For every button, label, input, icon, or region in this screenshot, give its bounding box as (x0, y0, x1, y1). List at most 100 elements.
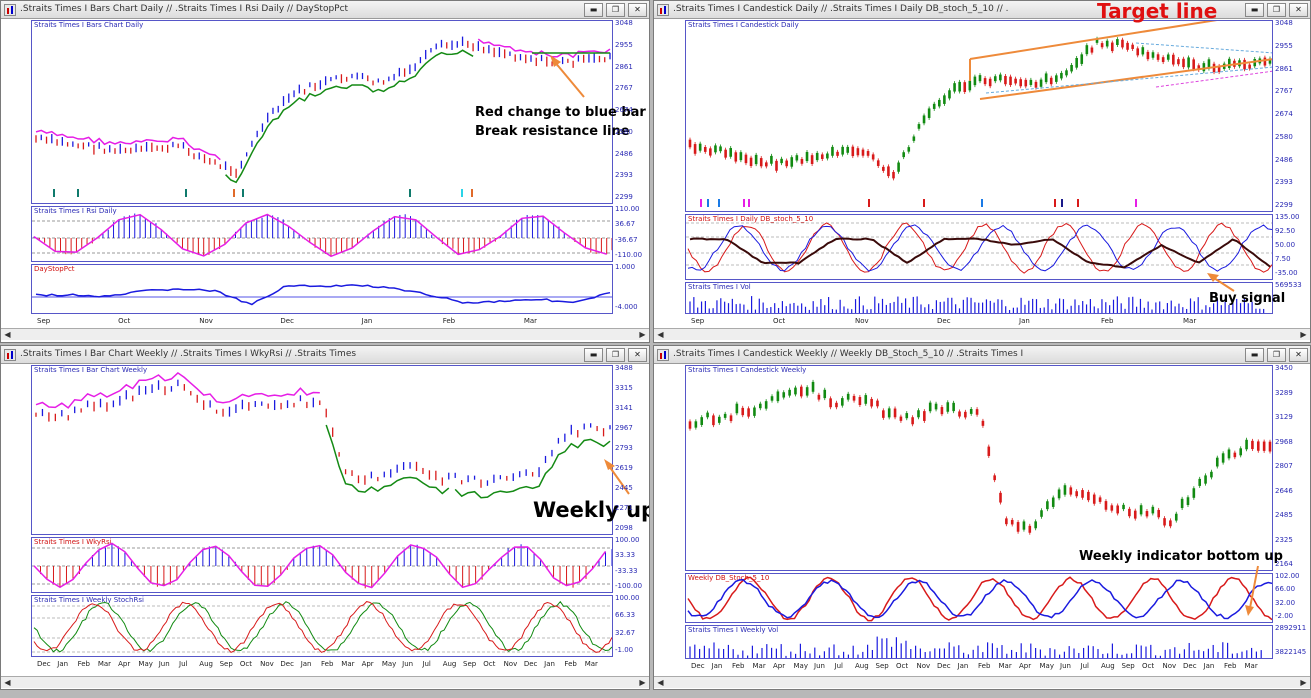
candle-body (846, 146, 850, 153)
scroll-right-icon[interactable]: ▶ (1300, 678, 1307, 687)
x-month-label: Aug (199, 660, 213, 668)
minimize-button[interactable]: ▬ (584, 3, 603, 17)
minimize-button[interactable]: ▬ (584, 348, 603, 362)
restore-button[interactable]: ❐ (606, 3, 625, 17)
annotation-weekly-indicator: Weekly indicator bottom up (1079, 549, 1283, 564)
restore-button[interactable]: ❐ (606, 348, 625, 362)
candle-body (1268, 441, 1272, 452)
y-tick-label: 135.00 (1275, 213, 1300, 221)
scroll-right-icon[interactable]: ▶ (639, 678, 646, 687)
title-bar[interactable]: .Straits Times I Candestick Daily // .St… (654, 1, 1310, 19)
volume-panel[interactable]: Straits Times I Vol (685, 282, 1273, 314)
candle-body (1024, 79, 1028, 87)
rsi-panel[interactable]: Straits Times I Rsi Daily (31, 206, 613, 262)
panel-title: Straits Times I Bars Chart Daily (34, 21, 144, 29)
title-bar[interactable]: .Straits Times I Bars Chart Daily // .St… (1, 1, 649, 19)
weekly-volume-panel[interactable]: Straits Times I Weekly Vol (685, 625, 1273, 659)
candle-body (831, 146, 834, 156)
minimize-button[interactable]: ▬ (1245, 3, 1264, 17)
y-tick-label: 100.00 (615, 536, 640, 544)
price-panel[interactable]: Straits Times I Bar Chart Weekly (31, 365, 613, 535)
chart-app-icon (657, 349, 669, 361)
candle-body (698, 143, 702, 151)
y-tick-label: 7.50 (1275, 255, 1291, 263)
candle-body (1239, 448, 1243, 456)
restore-button[interactable]: ❐ (1267, 348, 1286, 362)
x-month-label: Feb (442, 317, 456, 325)
scroll-right-icon[interactable]: ▶ (639, 330, 646, 339)
scroll-left-icon[interactable]: ◀ (4, 330, 11, 339)
horizontal-scrollbar[interactable]: ◀ ▶ (1, 328, 649, 340)
x-month-label: Feb (1101, 317, 1114, 325)
scroll-right-icon[interactable]: ▶ (1300, 330, 1307, 339)
x-month-label: Mar (1183, 317, 1197, 325)
horizontal-scrollbar[interactable]: ◀ ▶ (654, 676, 1310, 688)
candle-body (948, 90, 951, 99)
candle-body (741, 407, 745, 416)
candle-body (714, 145, 717, 153)
candle-body (717, 416, 721, 423)
candle-body (852, 395, 856, 401)
candle-body (1034, 81, 1038, 88)
title-bar[interactable]: .Straits Times I Candestick Weekly // We… (654, 346, 1310, 364)
candle-body (724, 149, 727, 158)
close-button[interactable]: ✕ (628, 348, 647, 362)
scroll-left-icon[interactable]: ◀ (657, 330, 664, 339)
close-button[interactable]: ✕ (1289, 348, 1308, 362)
y-tick-label: 2580 (615, 127, 633, 136)
stochrsi-panel[interactable]: Straits Times I Weekly StochRsi (31, 595, 613, 657)
y-tick-label: 2325 (1275, 535, 1293, 544)
x-month-label: May (1039, 662, 1054, 670)
candle-body (1010, 519, 1014, 525)
title-bar[interactable]: .Straits Times I Bar Chart Weekly // .St… (1, 346, 649, 364)
candle-body (1157, 509, 1160, 518)
candle-body (1065, 70, 1068, 76)
minimize-button[interactable]: ▬ (1245, 348, 1264, 362)
price-panel[interactable]: Straits Times I Candestick Weekly (685, 365, 1273, 571)
x-month-label: Jun (814, 662, 825, 670)
channel-lines (969, 21, 1272, 100)
candle-body (1005, 518, 1008, 525)
close-button[interactable]: ✕ (1289, 3, 1308, 17)
volume-chart (689, 296, 1265, 313)
window-title: .Straits Times I Bar Chart Weekly // .St… (20, 349, 357, 359)
scroll-left-icon[interactable]: ◀ (657, 678, 664, 687)
horizontal-scrollbar[interactable]: ◀ ▶ (1, 676, 649, 688)
y-tick-label: -4.000 (615, 303, 638, 311)
candle-body (788, 389, 791, 396)
candle-body (999, 74, 1002, 81)
candle-body (688, 139, 692, 148)
stoch-panel[interactable]: Straits Times I Daily DB_stoch_5_10 (685, 214, 1273, 280)
candle-body (1174, 513, 1178, 521)
candle-body (851, 146, 855, 157)
candle-body (1028, 525, 1032, 533)
candle-body (826, 153, 829, 159)
candle-body (836, 151, 839, 156)
candle-body (911, 417, 914, 425)
weekly-stoch-panel[interactable]: Weekly DB_Stoch_5_10 (685, 573, 1273, 623)
restore-button[interactable]: ❐ (1267, 3, 1286, 17)
panel-title: DayStopPct (34, 265, 75, 273)
candle-body (1131, 44, 1134, 49)
close-button[interactable]: ✕ (628, 3, 647, 17)
x-month-label: Feb (732, 662, 745, 670)
y-tick-label: 2393 (1275, 178, 1293, 187)
y-tick-label: 2271 (615, 504, 633, 512)
price-panel[interactable]: Straits Times I Candestick Daily (685, 20, 1273, 212)
wkyrsi-panel[interactable]: Straits Times I WkyRsi (31, 537, 613, 593)
stop-line (477, 38, 611, 59)
candle-body (975, 409, 979, 415)
candle-body (934, 403, 938, 410)
x-month-label: May (793, 662, 808, 670)
window-weekly-candles: .Straits Times I Candestick Weekly // We… (653, 345, 1311, 690)
y-tick-label: 2580 (1275, 132, 1293, 141)
price-panel[interactable]: Straits Times I Bars Chart Daily (31, 20, 613, 204)
chart-app-icon (657, 4, 669, 16)
y-tick-label: 3450 (1275, 364, 1293, 372)
horizontal-scrollbar[interactable]: ◀ ▶ (654, 328, 1310, 340)
scroll-left-icon[interactable]: ◀ (4, 678, 11, 687)
candle-body (841, 398, 844, 406)
candle-body (1145, 511, 1149, 517)
y-tick-label: 102.00 (1275, 572, 1300, 580)
daystop-panel[interactable]: DayStopPct (31, 264, 613, 314)
